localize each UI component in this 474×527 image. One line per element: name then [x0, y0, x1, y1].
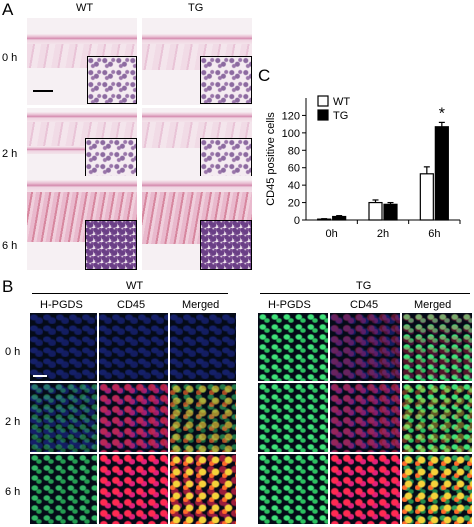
- fluo-wt-cd45-6h: [99, 454, 168, 524]
- tg-channel-cd45: CD45: [350, 299, 379, 311]
- histology-inset-tg-0h: [200, 56, 252, 104]
- y-tick-label: 0: [294, 215, 300, 227]
- tg-channel-hpgds: H-PGDS: [268, 299, 311, 311]
- fluo-wt-hpgds-6h: [30, 454, 97, 524]
- panel-c-letter: C: [258, 66, 271, 85]
- fluo-wt-merged-0h: [170, 313, 236, 381]
- histology-inset-wt-6h: [85, 220, 137, 270]
- legend-label-tg: TG: [333, 110, 348, 122]
- bar-wt-2h: [368, 201, 383, 221]
- legend-swatch-tg: [317, 109, 329, 121]
- histology-tg-0h: [142, 18, 252, 105]
- tg-channel-merged: Merged: [414, 299, 452, 311]
- panel-b-wt-bracket: [32, 293, 228, 294]
- histology-tg-6h: [142, 176, 252, 270]
- bar-tg-0h: [332, 215, 347, 221]
- histology-inset-wt-2h: [85, 138, 137, 182]
- legend-swatch-wt: [317, 95, 329, 107]
- fluo-wt-hpgds-0h: [30, 313, 97, 381]
- x-tick-label: 2h: [377, 228, 389, 240]
- fluo-tg-cd45-0h: [330, 313, 400, 381]
- fluo-wt-cd45-2h: [99, 383, 168, 452]
- fluo-wt-hpgds-2h: [30, 383, 97, 452]
- y-axis-label: CD45 positive cells: [265, 112, 277, 206]
- fluo-wt-merged-6h: [170, 454, 236, 524]
- panel-a-row-0h: 0 h: [2, 52, 18, 64]
- panel-b-group-wt: WT: [126, 280, 144, 292]
- fluo-tg-hpgds-6h: [258, 454, 328, 524]
- y-tick-label: 120: [282, 110, 300, 122]
- y-tick-label: 20: [288, 198, 300, 210]
- scale-bar: [33, 90, 53, 92]
- y-tick-label: 100: [282, 128, 300, 140]
- fluo-tg-merged-2h: [402, 383, 472, 452]
- fluo-scale-bar: [33, 375, 47, 377]
- histology-wt-6h: [27, 176, 137, 270]
- wt-channel-hpgds: H-PGDS: [40, 299, 83, 311]
- panel-a-col-tg: TG: [188, 2, 204, 14]
- fluo-tg-cd45-6h: [330, 454, 400, 524]
- panel-b-row-0h: 0 h: [5, 346, 21, 358]
- fluo-tg-merged-6h: [402, 454, 472, 524]
- bar-tg-2h: [383, 203, 398, 221]
- histology-wt-2h: [27, 108, 137, 183]
- bar-tg-6h: [434, 126, 449, 221]
- panel-a-row-6h: 6 h: [2, 240, 18, 252]
- panel-b-row-2h: 2 h: [5, 416, 21, 428]
- panel-a-letter: A: [2, 0, 14, 19]
- panel-b-row-6h: 6 h: [5, 486, 21, 498]
- y-tick-label: 60: [288, 163, 300, 175]
- histology-tg-2h: [142, 108, 252, 183]
- panel-b-letter: B: [2, 277, 14, 296]
- fluo-tg-cd45-2h: [330, 383, 400, 452]
- bar-wt-6h: [419, 173, 434, 221]
- histology-inset-tg-6h: [200, 220, 252, 270]
- panel-b-group-tg: TG: [356, 280, 372, 292]
- fluo-tg-hpgds-2h: [258, 383, 328, 452]
- significance-asterisk: *: [439, 105, 445, 122]
- fluo-wt-cd45-0h: [99, 313, 168, 381]
- fluo-wt-merged-2h: [170, 383, 236, 452]
- x-tick-label: 6h: [428, 228, 440, 240]
- histology-wt-0h: [27, 18, 137, 105]
- y-tick-label: 40: [288, 180, 300, 192]
- cd45-bar-chart: 0 20 40 60 80 100 120 CD45 positive cells 0h 2h 6h…: [265, 95, 461, 240]
- y-tick-label: 80: [288, 145, 300, 157]
- wt-channel-cd45: CD45: [117, 299, 146, 311]
- panel-a-row-2h: 2 h: [2, 148, 18, 160]
- histology-inset-wt-0h: [87, 56, 137, 104]
- x-tick-label: 0h: [326, 228, 338, 240]
- fluo-tg-hpgds-0h: [258, 313, 328, 381]
- panel-b-tg-bracket: [260, 293, 470, 294]
- panel-a-col-wt: WT: [76, 2, 94, 14]
- fluo-tg-merged-0h: [402, 313, 472, 381]
- wt-channel-merged: Merged: [182, 299, 220, 311]
- legend-label-wt: WT: [333, 96, 350, 108]
